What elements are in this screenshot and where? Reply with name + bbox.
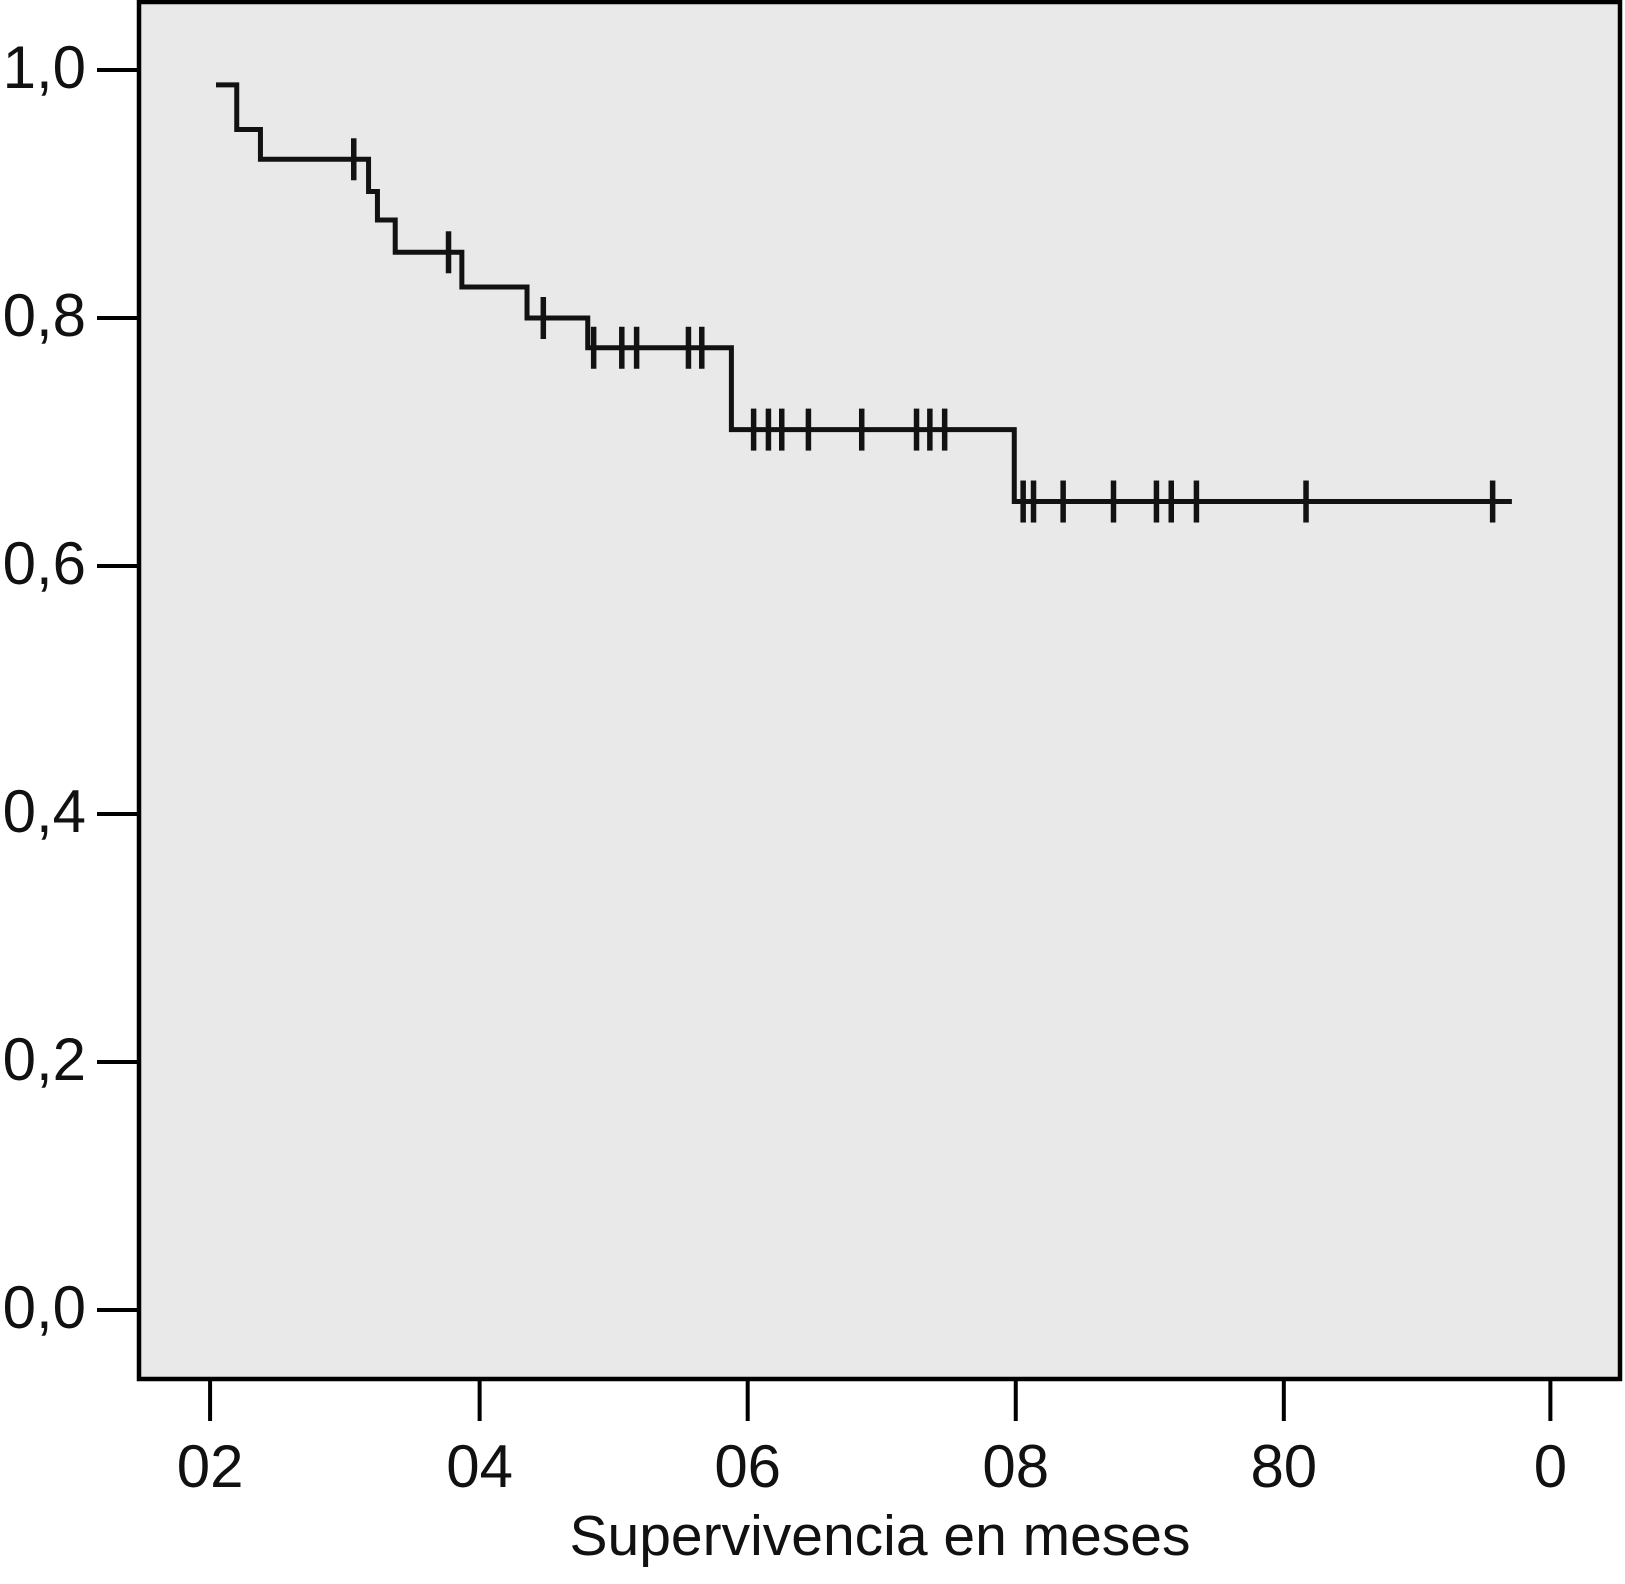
y-tick-label: 0,8 — [2, 282, 86, 349]
x-tick-label: 08 — [982, 1433, 1050, 1500]
x-tick-label: 80 — [1250, 1433, 1318, 1500]
axis-tick-marks — [97, 68, 1553, 1421]
x-axis-title: Supervivencia en meses — [569, 1504, 1191, 1568]
x-tick-label: 0 — [1533, 1433, 1568, 1500]
plot-frame — [136, 0, 1623, 1382]
y-tick-label: 0,2 — [2, 1026, 86, 1093]
x-tick-label: 02 — [176, 1433, 244, 1500]
y-tick-label: 1,0 — [2, 34, 86, 101]
y-tick-label: 0,0 — [2, 1274, 86, 1341]
x-tick-label: 04 — [446, 1433, 513, 1500]
x-tick-label: 06 — [714, 1433, 782, 1500]
survival-curve — [216, 82, 1512, 505]
censor-marks — [350, 138, 1496, 523]
y-tick-label: 0,4 — [2, 778, 86, 845]
y-tick-label: 0,6 — [2, 530, 86, 597]
